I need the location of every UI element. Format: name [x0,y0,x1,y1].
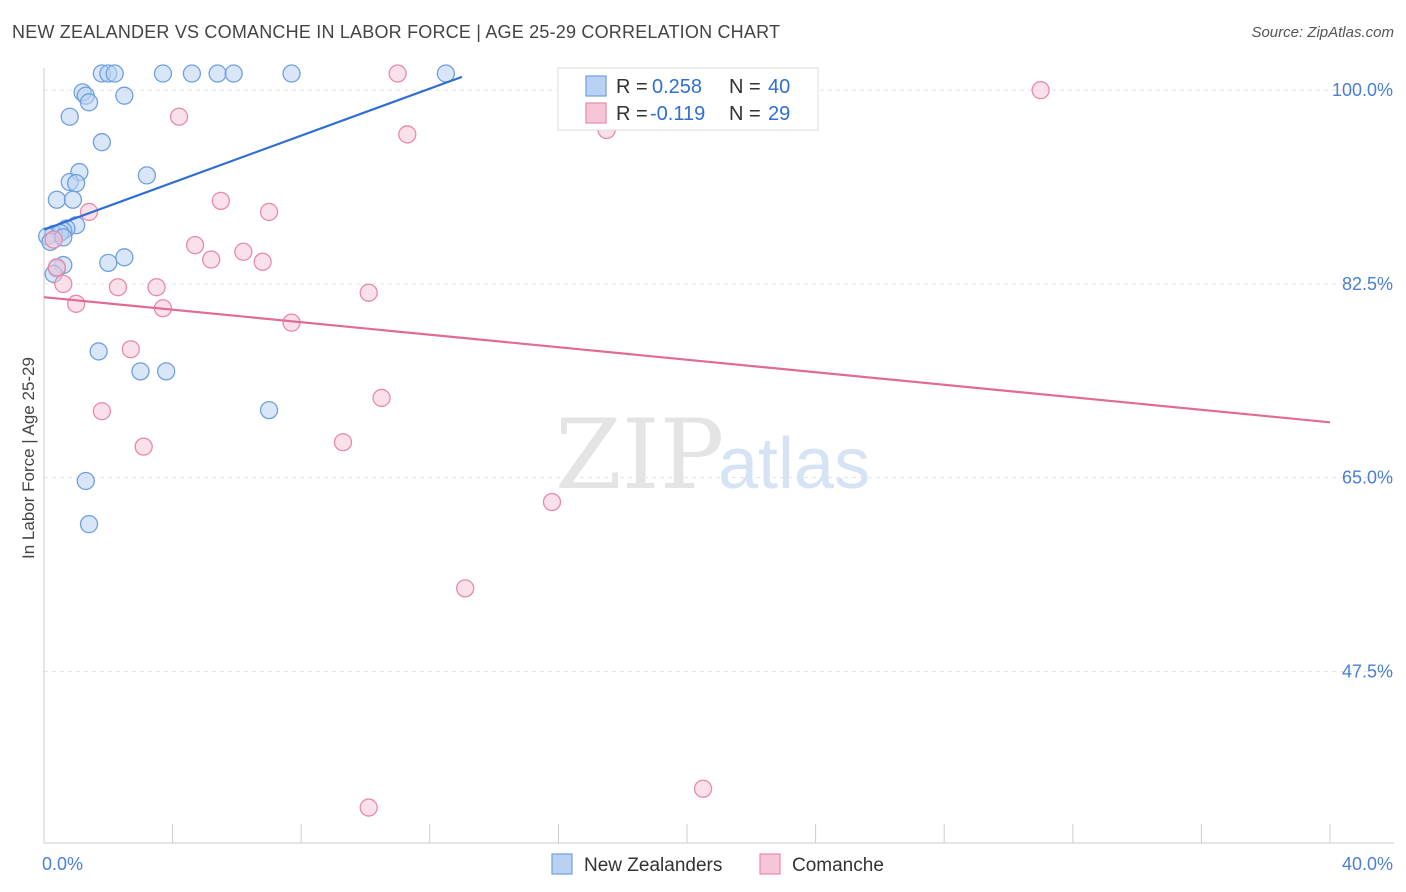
x-tick-label-1: 40.0% [1342,854,1393,874]
point-new-zealanders-34 [89,342,108,361]
legend-n-label-comanche: N = [729,103,761,125]
trend-lines [43,75,1331,424]
point-comanche-11 [202,250,221,269]
y-tick-label-0: 100.0% [1332,80,1393,100]
point-comanche-3 [398,125,417,144]
point-new-zealanders-5 [208,64,227,83]
point-new-zealanders-38 [76,471,95,491]
bottom-legend: New Zealanders Comanche [551,853,884,876]
legend-n-label-new-zealanders: N = [729,76,761,98]
point-comanche-28 [693,779,713,798]
point-new-zealanders-37 [259,400,279,420]
point-comanche-2 [169,107,189,126]
point-comanche-18 [67,294,86,313]
y-tick-label-2: 65.0% [1342,468,1393,488]
point-new-zealanders-39 [79,514,99,534]
point-new-zealanders-36 [157,362,176,381]
point-new-zealanders-29 [115,248,134,267]
point-comanche-8 [44,230,63,249]
legend-r-label-comanche: R = [616,103,648,125]
legend-r-value-comanche: -0.119 [650,103,705,125]
chart-title: NEW ZEALANDER VS COMANCHE IN LABOR FORCE… [12,22,781,42]
point-comanche-12 [253,252,272,271]
point-comanche-15 [108,278,128,297]
x-tick-marks [43,824,1331,843]
point-new-zealanders-7 [282,64,301,83]
point-new-zealanders-19 [47,190,67,209]
point-new-zealanders-20 [63,190,83,209]
point-new-zealanders-15 [137,166,157,185]
point-new-zealanders-18 [67,173,86,193]
legend-swatch-new-zealanders [585,75,607,97]
point-new-zealanders-11 [115,86,134,105]
point-comanche-16 [147,278,166,297]
y-tick-label-3: 47.5% [1342,661,1393,681]
point-comanche-24 [333,433,353,452]
point-comanche-10 [234,242,253,261]
point-new-zealanders-35 [131,362,150,381]
point-comanche-6 [259,202,279,222]
point-comanche-13 [47,258,67,277]
point-comanche-23 [92,402,112,421]
point-comanche-7 [79,202,99,222]
source-label: Source: ZipAtlas.com [1251,24,1394,41]
legend-n-value-new-zealanders: 40 [768,76,790,98]
legend-swatch-comanche [585,102,607,124]
watermark-zip: ZIP [555,399,724,511]
point-comanche-14 [54,274,73,294]
trend-line-comanche [43,296,1331,424]
point-new-zealanders-12 [79,93,99,112]
bottom-legend-swatch-comanche [759,853,781,875]
data-points [38,64,1050,817]
trend-line-new-zealanders [43,75,463,231]
point-new-zealanders-13 [60,107,79,126]
point-comanche-29 [359,798,378,817]
legend-r-label-new-zealanders: R = [616,76,648,98]
point-new-zealanders-2 [105,64,124,83]
gridlines [44,89,1394,672]
y-tick-label-1: 82.5% [1342,274,1393,294]
point-new-zealanders-14 [92,133,112,152]
point-new-zealanders-6 [224,64,243,83]
point-comanche-27 [456,579,475,598]
legend-r-value-new-zealanders: 0.258 [652,76,702,98]
point-comanche-17 [359,283,378,302]
point-comanche-22 [372,388,391,408]
x-tick-label-0: 0.0% [42,854,83,874]
y-axis-label: In Labor Force | Age 25-29 [19,357,38,559]
point-comanche-25 [134,437,153,456]
tick-labels: 100.0% 82.5% 65.0% 47.5% 0.0% 40.0% [42,80,1393,874]
stats-legend: R = 0.258 N = 40 R = -0.119 N = 29 [557,67,819,131]
bottom-legend-comanche: Comanche [792,855,884,876]
point-new-zealanders-3 [153,64,173,83]
point-comanche-5 [211,191,230,211]
point-comanche-9 [185,235,205,255]
legend-n-value-comanche: 29 [768,103,790,125]
bottom-legend-new-zealanders: New Zealanders [584,855,722,876]
watermark-atlas: atlas [718,424,870,504]
point-new-zealanders-4 [182,64,202,83]
point-comanche-0 [388,64,407,83]
point-comanche-26 [542,492,562,512]
point-comanche-21 [121,340,140,359]
point-new-zealanders-30 [99,253,118,273]
point-comanche-1 [1031,80,1050,100]
bottom-legend-swatch-new-zealanders [551,853,573,875]
